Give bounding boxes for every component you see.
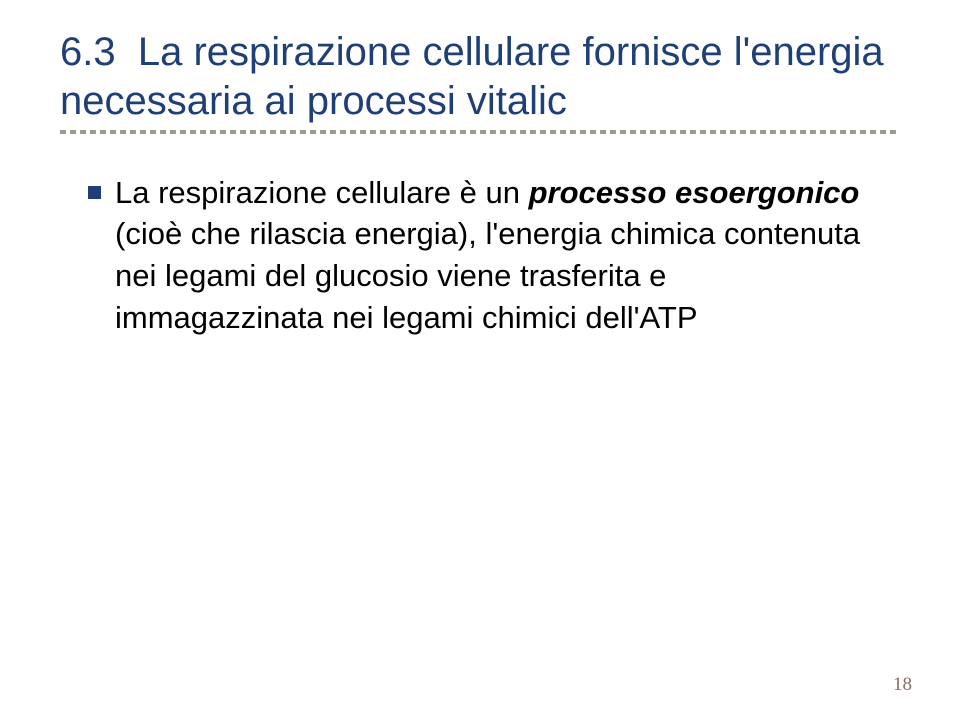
text-segment-3: (cioè che rilascia energia), l'energia c… [115,216,860,335]
slide-title-block: 6.3 La respirazione cellulare fornisce l… [60,28,900,134]
title-underline-rule [60,130,900,134]
bullet-text: La respirazione cellulare è un processo … [115,172,875,339]
title-text-1: La respirazione cellulare fornisce l'ene… [138,30,884,74]
section-number: 6.3 [60,30,116,74]
page-number: 18 [893,674,912,696]
bullet-item: La respirazione cellulare è un processo … [88,172,900,339]
square-bullet-icon [88,186,101,199]
slide-title-line-2: necessaria ai processi vitalic [60,77,900,126]
slide-title-line-1: 6.3 La respirazione cellulare fornisce l… [60,28,900,77]
slide: 6.3 La respirazione cellulare fornisce l… [0,0,960,714]
text-segment-emphasis: processo esoergonico [529,175,860,210]
slide-body: La respirazione cellulare è un processo … [60,172,900,339]
text-segment-1: La respirazione cellulare è un [115,175,529,210]
